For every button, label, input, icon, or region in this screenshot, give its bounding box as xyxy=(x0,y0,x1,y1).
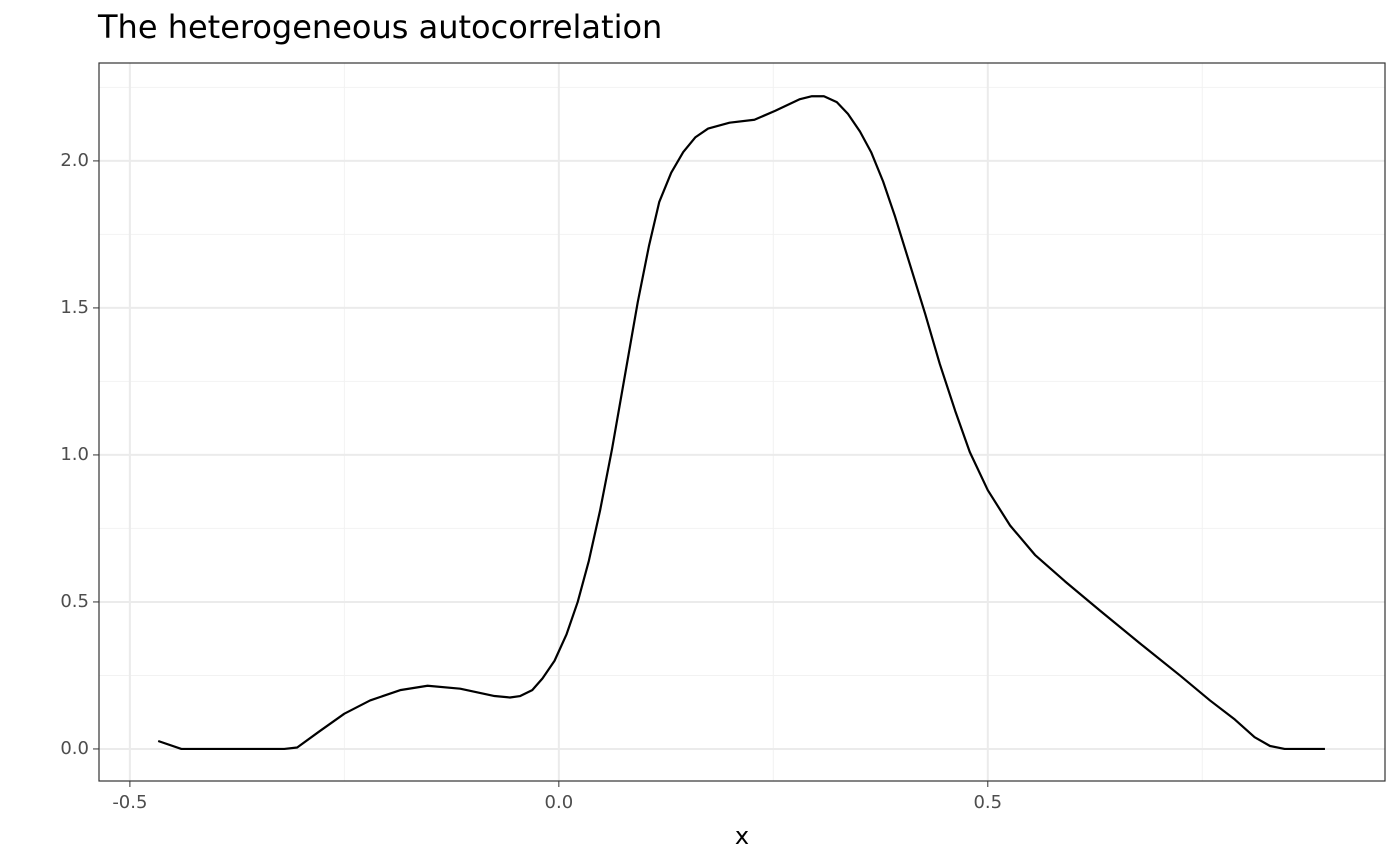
x-tick-label: 0.5 xyxy=(973,792,1002,813)
y-tick-label: 1.5 xyxy=(60,297,89,318)
y-tick-label: 0.5 xyxy=(60,591,89,612)
x-axis-title: x xyxy=(735,822,749,850)
x-tick-label: 0.0 xyxy=(545,792,574,813)
panel-border xyxy=(98,62,1386,782)
x-tick-label: -0.5 xyxy=(112,792,147,813)
y-tick-label: 2.0 xyxy=(60,150,89,171)
chart-title: The heterogeneous autocorrelation xyxy=(97,8,662,46)
y-tick-label: 1.0 xyxy=(60,444,89,465)
y-tick-label: 0.0 xyxy=(60,738,89,759)
line xyxy=(157,95,1325,751)
